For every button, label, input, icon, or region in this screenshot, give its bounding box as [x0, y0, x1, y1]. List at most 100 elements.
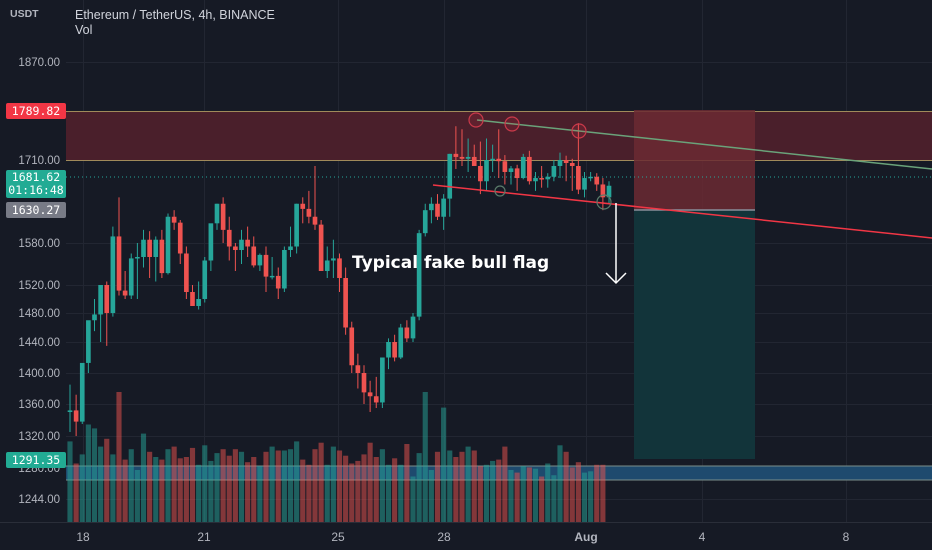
volume-bar [226, 455, 232, 522]
volume-bar [502, 446, 508, 522]
candle [422, 203, 428, 237]
volume-bar [110, 454, 116, 522]
candle [594, 173, 600, 191]
candle [527, 150, 532, 185]
annotation-text[interactable]: Typical fake bull flag [352, 253, 550, 273]
candle [349, 321, 355, 373]
current-price-value: 1681.62 [11, 170, 61, 184]
candle [171, 210, 177, 230]
volume-bar [116, 392, 122, 522]
volume-bar [428, 470, 434, 522]
volume-bar [134, 470, 140, 522]
candle [110, 226, 116, 317]
volume-bar [263, 451, 269, 522]
candle [606, 181, 612, 204]
volume-bar [104, 438, 110, 522]
time-tick-label: Aug [574, 530, 597, 544]
lower-flag-trendline[interactable] [432, 184, 932, 239]
volume-bar [490, 460, 496, 522]
candle [147, 231, 152, 278]
volume-bar [532, 468, 539, 522]
volume-bar [159, 459, 165, 522]
volume-bar [508, 470, 514, 522]
stop-loss-zone[interactable] [634, 110, 755, 210]
candle [275, 267, 281, 299]
price-tick-label: 1360.00 [18, 399, 60, 411]
symbol-title[interactable]: Ethereum / TetherUS, 4h, BINANCE [75, 8, 275, 22]
candle [220, 197, 226, 243]
volume-bar [128, 449, 134, 522]
volume-bar [545, 463, 551, 522]
time-axis[interactable]: 18 21 25 28 Aug 4 8 [76, 530, 849, 544]
upper-flag-trendline[interactable] [476, 119, 932, 170]
price-tick-label: 1580.00 [18, 238, 60, 250]
volume-bar [300, 459, 306, 522]
candle [435, 194, 440, 221]
candle [392, 334, 397, 362]
time-tick-label: 8 [843, 530, 850, 544]
take-profit-zone[interactable] [634, 210, 755, 459]
volume-bar [281, 450, 287, 522]
volume-bar [183, 457, 189, 522]
candle [331, 239, 336, 278]
price-axis[interactable]: 1870.00 1710.00 1580.00 1520.00 1480.00 1440.… [18, 57, 60, 506]
volume-bar [600, 464, 606, 522]
candle [288, 226, 293, 257]
candle [361, 365, 367, 404]
candle [533, 171, 538, 191]
candle [416, 229, 422, 321]
volume-bar [471, 450, 477, 522]
volume-bar [563, 451, 569, 522]
candle [318, 220, 324, 271]
candle [245, 226, 250, 257]
volume-bar [251, 457, 257, 522]
candle [300, 197, 306, 224]
volume-bar [410, 476, 416, 522]
candle [502, 155, 508, 185]
candle [257, 253, 263, 271]
candle [251, 236, 257, 268]
candle [514, 164, 520, 191]
candle [312, 165, 318, 230]
volume-bar [177, 458, 183, 522]
candle [141, 229, 146, 268]
volume-bar [349, 463, 355, 522]
volume-bar [98, 446, 104, 522]
volume-bar [287, 449, 294, 522]
volume-bar [385, 464, 392, 522]
candle [380, 357, 385, 408]
volume-bar [85, 424, 91, 522]
candle [484, 138, 489, 191]
candle [79, 362, 85, 424]
volume-bar [434, 451, 441, 522]
candle [343, 267, 348, 335]
volume-bar [447, 450, 453, 522]
volume-bar [459, 451, 465, 522]
price-tick-label: 1400.00 [18, 368, 60, 380]
volume-bar [379, 449, 385, 522]
volume-bar [465, 446, 471, 522]
volume-bars [67, 392, 606, 522]
candle [551, 160, 557, 182]
candle [202, 257, 208, 303]
volume-bar [355, 460, 361, 522]
volume-bar [214, 453, 220, 522]
candle [135, 243, 140, 299]
candle [128, 253, 134, 299]
down-arrow-icon[interactable] [605, 203, 627, 285]
candle [67, 384, 73, 432]
touch-circle-icon [571, 123, 587, 139]
candle [122, 271, 128, 299]
entry-price-tag: 1630.27 [6, 202, 66, 218]
volume-bar [551, 475, 557, 522]
volume-bar [441, 407, 447, 522]
resistance-price-tag: 1789.82 [6, 103, 66, 119]
time-tick-label: 28 [437, 530, 451, 544]
volume-bar [539, 476, 545, 522]
volume-bar [208, 460, 214, 522]
volume-indicator-label[interactable]: Vol [75, 23, 93, 37]
candle [214, 203, 220, 230]
volume-bar [392, 458, 398, 522]
volume-bar [318, 442, 324, 522]
